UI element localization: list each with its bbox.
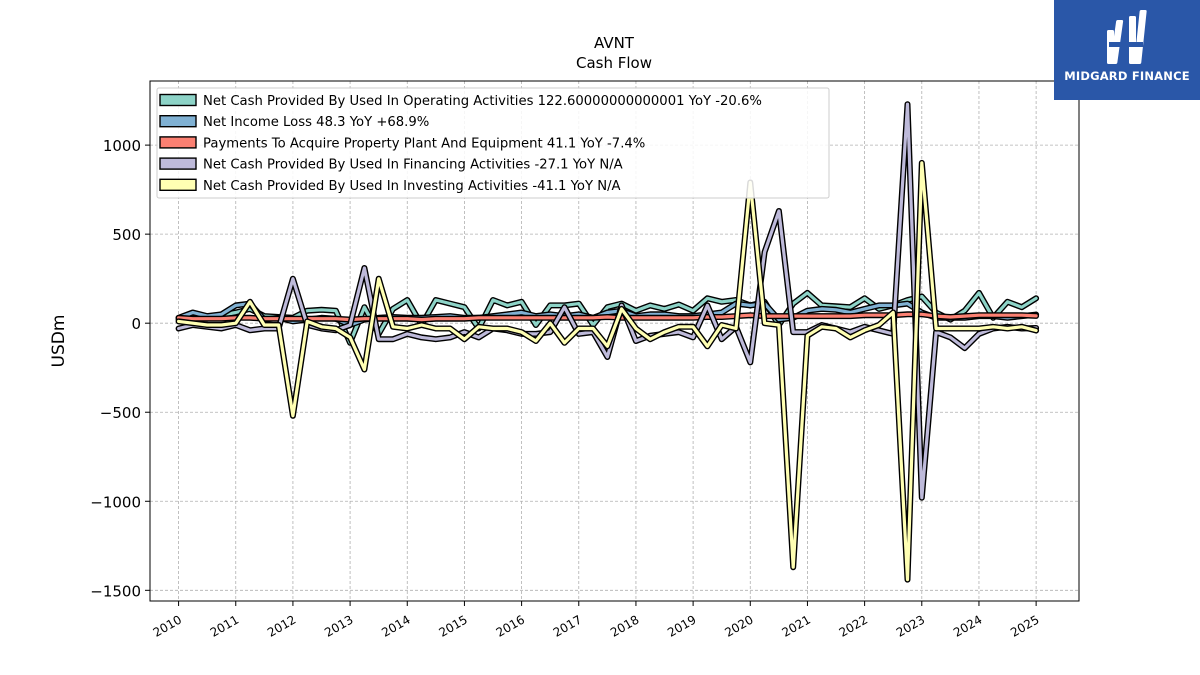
legend-swatch: [159, 178, 197, 192]
y-tick-label: −1500: [90, 582, 141, 600]
x-tick-label: 2019: [665, 612, 698, 639]
y-tick-label: 1000: [103, 137, 141, 155]
x-tick-label: 2020: [722, 612, 755, 639]
brand-name: MIDGARD FINANCE: [1064, 69, 1190, 83]
x-tick-label: 2024: [951, 612, 984, 639]
legend-box: [156, 87, 830, 199]
legend-label: Net Cash Provided By Used In Financing A…: [203, 158, 623, 173]
x-tick-label: 2025: [1008, 612, 1041, 639]
x-axis: 2010 2011 2012 2013 2014 2015 2016 2017 2018 2019…: [151, 601, 1042, 640]
x-tick-label: 2010: [151, 612, 184, 639]
midgard-finance-logo: MIDGARD FINANCE: [1054, 0, 1200, 100]
legend-label: Payments To Acquire Property Plant And E…: [203, 136, 645, 151]
x-tick-label: 2021: [779, 612, 812, 639]
legend-swatch: [159, 93, 197, 107]
series-stroke: [177, 161, 1038, 582]
y-tick-label: 0: [131, 315, 141, 333]
brand-mark-icon: [1107, 10, 1147, 64]
series-line-5: [175, 159, 1040, 583]
plot-frame: [149, 80, 1080, 602]
legend-label: Net Cash Provided By Used In Operating A…: [203, 94, 762, 109]
x-tick-label: 2017: [551, 612, 584, 639]
legend: Net Cash Provided By Used In Operating A…: [156, 87, 830, 199]
x-tick-label: 2022: [837, 612, 870, 639]
chart-subtitle: Cash Flow: [576, 54, 652, 72]
x-tick-label: 2018: [608, 612, 641, 639]
x-tick-label: 2015: [436, 612, 469, 639]
x-tick-label: 2016: [494, 612, 527, 639]
legend-swatch: [159, 136, 197, 149]
legend-label: Net Cash Provided By Used In Investing A…: [203, 179, 621, 194]
series-outline: [175, 159, 1040, 583]
y-axis-label: USDm: [49, 315, 69, 368]
x-tick-label: 2013: [322, 612, 355, 639]
series-group: [175, 101, 1040, 583]
x-tick-label: 2023: [894, 612, 927, 639]
x-tick-label: 2014: [379, 612, 412, 639]
y-axis: 1000 500 0 −500 −1000 −1500: [90, 137, 150, 600]
x-tick-label: 2011: [208, 612, 241, 639]
legend-swatch: [159, 157, 197, 170]
y-tick-label: −1000: [90, 493, 141, 511]
legend-label: Net Income Loss 48.3 YoY +68.9%: [203, 115, 429, 130]
y-tick-label: 500: [112, 226, 141, 244]
x-tick-label: 2012: [265, 612, 298, 639]
legend-swatch: [159, 114, 197, 128]
chart-title: AVNT: [594, 34, 635, 52]
y-tick-label: −500: [100, 404, 141, 422]
